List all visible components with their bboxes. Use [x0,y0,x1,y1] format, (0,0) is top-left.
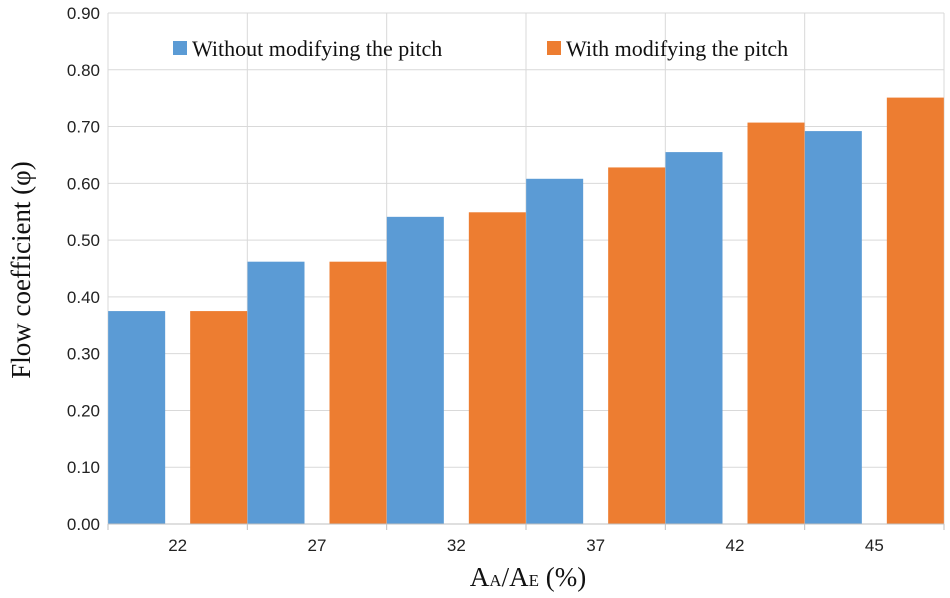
y-tick-label: 0.30 [67,345,100,364]
x-tick-label: 37 [586,536,605,555]
x-tick-label: 22 [168,536,187,555]
y-tick-label: 0.70 [67,118,100,137]
bar-without-22 [108,311,166,524]
x-axis-title: AA/AE (%) [470,562,586,592]
bar-with-37 [608,167,666,525]
legend-label-without: Without modifying the pitch [192,36,442,61]
y-tick-label: 0.20 [67,401,100,420]
bar-with-32 [468,212,526,525]
bar-with-27 [329,261,387,524]
gridlines [107,12,945,524]
bar-without-45 [804,131,862,524]
bar-without-27 [247,261,305,524]
bar-without-37 [526,178,584,524]
legend: Without modifying the pitch With modifyi… [173,36,788,61]
bar-without-42 [665,152,723,524]
bar-with-42 [747,122,805,524]
x-tick-labels: 22 27 32 37 42 45 [168,536,884,555]
y-tick-labels: 0.00 0.10 0.20 0.30 0.40 0.50 0.60 0.70 0.80 0.90 [67,4,100,534]
y-tick-label: 0.80 [67,61,100,80]
y-tick-label: 0.60 [67,174,100,193]
x-tick-label: 42 [726,536,745,555]
y-tick-label: 0.90 [67,4,100,23]
bars-group [108,97,944,525]
x-tick-label: 32 [447,536,466,555]
y-tick-label: 0.10 [67,458,100,477]
y-tick-label: 0.40 [67,288,100,307]
bar-without-32 [386,216,444,525]
bar-with-45 [886,97,944,525]
y-axis-title: Flow coefficient (φ) [6,161,36,379]
y-tick-label: 0.50 [67,231,100,250]
x-tick-label: 27 [308,536,327,555]
axes [107,523,945,530]
bar-with-22 [190,311,248,524]
x-tick-label: 45 [865,536,884,555]
legend-swatch-without [173,41,187,55]
legend-swatch-with [547,41,561,55]
y-tick-label: 0.00 [67,515,100,534]
legend-label-with: With modifying the pitch [566,36,788,61]
